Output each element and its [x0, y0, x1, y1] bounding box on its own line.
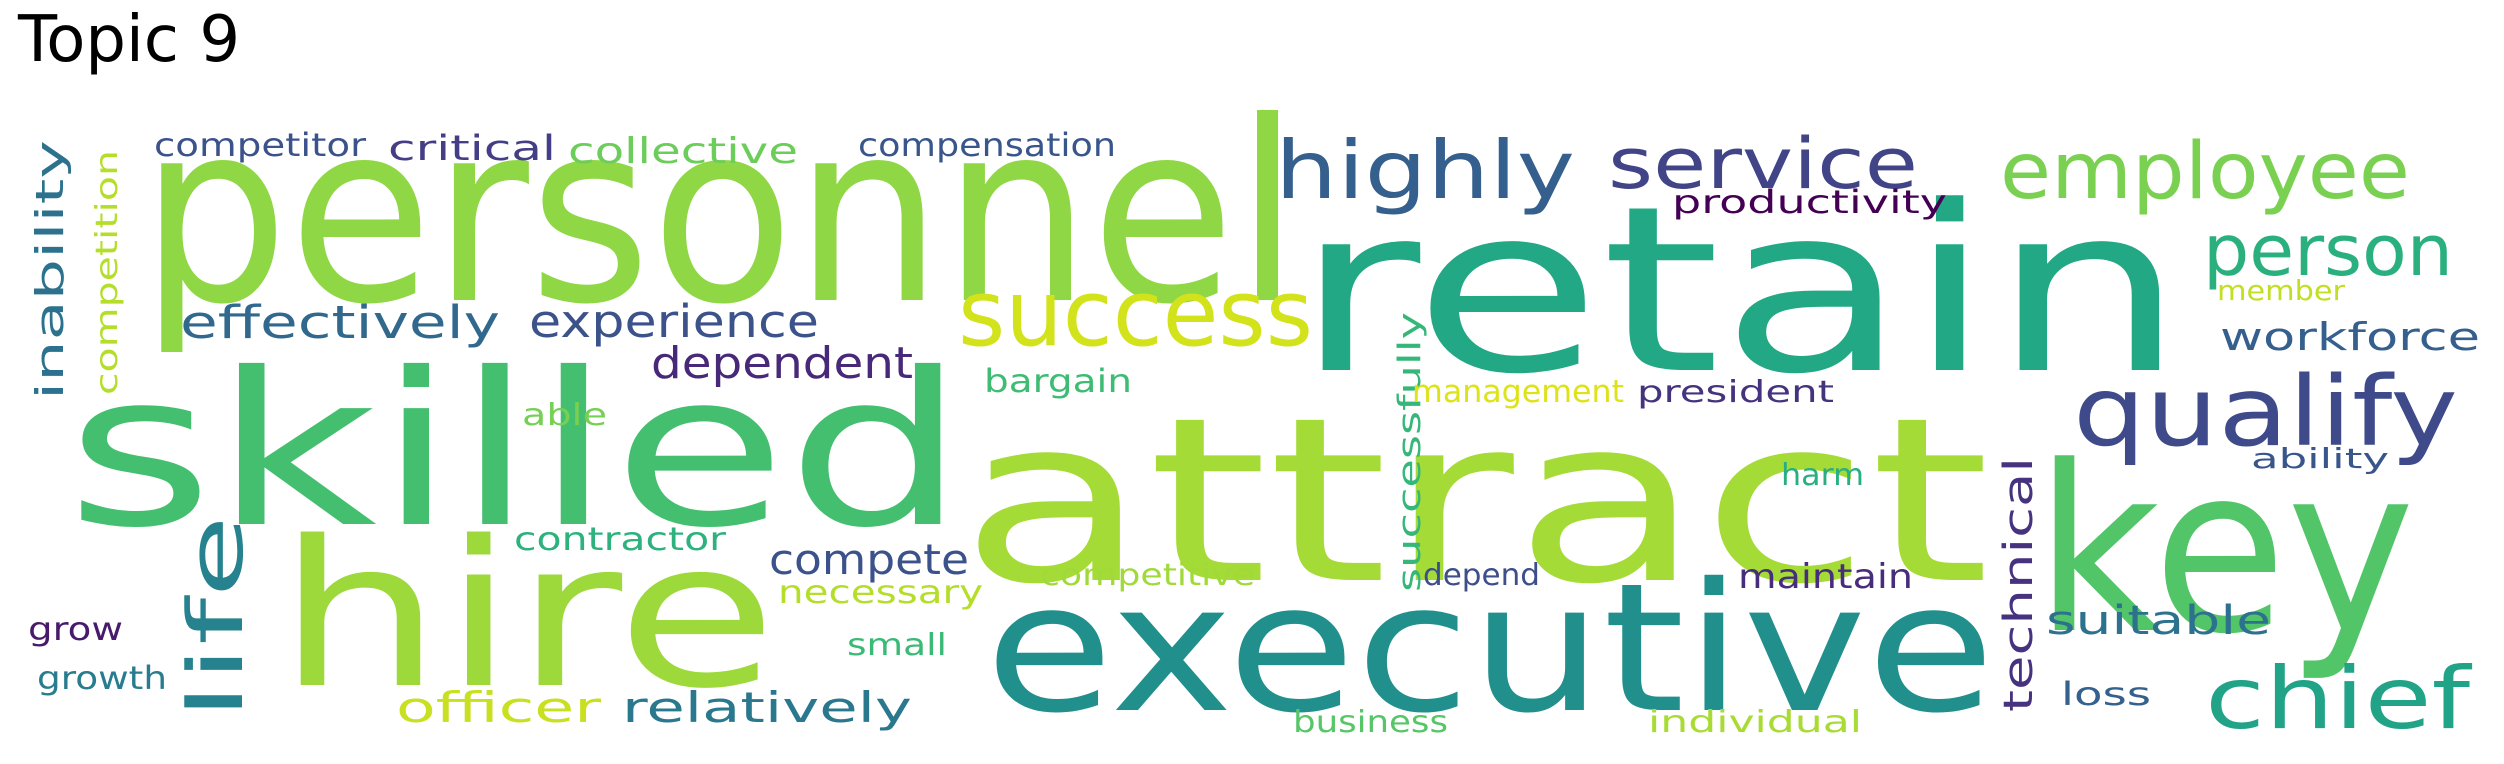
word-retain: retain	[1295, 158, 2185, 425]
word-workforce: workforce	[2220, 315, 2480, 359]
word-depend: depend	[1423, 558, 1540, 593]
word-management: management	[1412, 374, 1624, 410]
word-able: able	[522, 398, 607, 433]
word-collective: collective	[568, 131, 798, 172]
word-success: success	[958, 260, 1313, 367]
word-small: small	[847, 628, 947, 663]
word-successfully: successfully	[1392, 312, 1428, 592]
word-competition: competition	[90, 150, 125, 395]
figure-title: Topic 9	[18, 3, 241, 77]
word-harm: harm	[1781, 458, 1864, 493]
word-competitive: competitive	[1040, 558, 1255, 593]
word-technical: technical	[1996, 457, 2042, 712]
word-chief: chief	[2205, 649, 2472, 749]
word-service: service	[1608, 123, 1918, 205]
word-officer: officer	[396, 683, 602, 732]
word-president: president	[1637, 375, 1834, 410]
word-life: life	[171, 515, 260, 720]
word-ability: ability	[2251, 442, 2389, 475]
word-growth: growth	[37, 659, 167, 697]
word-necessary: necessary	[778, 573, 983, 611]
word-maintain: maintain	[1738, 557, 1913, 597]
word-inability: inability	[28, 140, 72, 400]
word-dependent: dependent	[651, 338, 913, 389]
word-employee: employee	[2000, 127, 2410, 217]
word-compensation: compensation	[858, 126, 1116, 164]
word-member: member	[2217, 274, 2346, 307]
word-personnel: personnel	[140, 68, 1300, 359]
word-skilled: skilled	[66, 327, 966, 574]
word-effectively: effectively	[180, 296, 500, 349]
word-bargain: bargain	[984, 362, 1132, 400]
word-person: person	[2203, 210, 2453, 292]
word-highly: highly	[1275, 124, 1575, 217]
word-critical: critical	[388, 129, 556, 169]
word-experience: experience	[529, 295, 819, 348]
word-attract: attract	[960, 368, 1990, 634]
word-key: key	[2035, 418, 2415, 685]
word-hire: hire	[277, 497, 777, 733]
word-competitor: competitor	[154, 126, 367, 164]
word-suitable: suitable	[2046, 598, 2271, 644]
word-relatively: relatively	[622, 683, 912, 732]
word-grow: grow	[28, 610, 123, 648]
word-executive: executive	[985, 545, 1995, 752]
word-contractor: contractor	[514, 520, 727, 558]
word-business: business	[1293, 705, 1448, 740]
word-productivity: productivity	[1672, 183, 1947, 221]
word-compete: compete	[769, 535, 969, 584]
word-qualify: qualify	[2073, 356, 2458, 468]
word-individual: individual	[1648, 705, 1862, 740]
word-loss: loss	[2061, 675, 2151, 713]
